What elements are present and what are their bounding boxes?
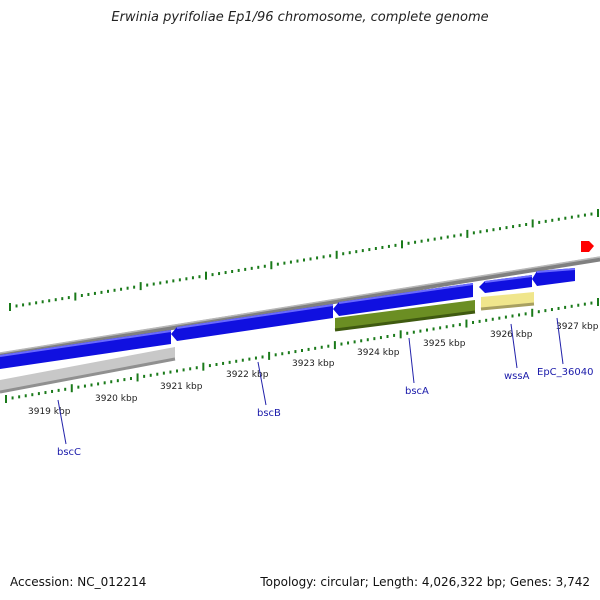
kbp-label-3923: 3923 kbp xyxy=(292,359,335,369)
map-title: Erwinia pyrifoliae Ep1/96 chromosome, co… xyxy=(111,10,489,25)
gene-bsca-arrow[interactable] xyxy=(335,300,475,330)
kbp-label-3927: 3927 kbp xyxy=(556,322,599,332)
gene-blue-upper-right-arrow[interactable] xyxy=(333,283,473,316)
gene-label-bscb[interactable]: bscB xyxy=(257,408,281,419)
accession-text: Accession: NC_012214 xyxy=(10,575,147,589)
bscb-leader xyxy=(257,361,267,406)
gene-upper-blue-arrow[interactable] xyxy=(479,275,532,293)
kbp-label-3921: 3921 kbp xyxy=(160,382,203,392)
gene-bscc-arrow[interactable] xyxy=(0,347,175,393)
kbp-label-3922: 3922 kbp xyxy=(226,370,269,380)
outer-tick-row xyxy=(9,209,599,311)
gene-label-epc36040[interactable]: EpC_36040 xyxy=(537,367,593,378)
gene-label-bsca[interactable]: bscA xyxy=(405,386,429,397)
genome-summary-text: Topology: circular; Length: 4,026,322 bp… xyxy=(260,575,590,589)
kbp-label-3924: 3924 kbp xyxy=(357,348,400,358)
chromosome-backbone xyxy=(0,256,600,358)
position-marker-icon xyxy=(581,241,594,252)
gene-blue-left-arrow[interactable] xyxy=(0,330,171,369)
gene-label-bscc[interactable]: bscC xyxy=(57,447,81,458)
bscc-leader xyxy=(57,399,67,445)
kbp-label-3925: 3925 kbp xyxy=(423,339,466,349)
bsca-leader xyxy=(408,337,415,384)
gene-bscb-arrow[interactable] xyxy=(171,304,333,341)
gene-label-wssa[interactable]: wssA xyxy=(504,371,530,382)
kbp-label-3919: 3919 kbp xyxy=(28,407,71,417)
inner-tick-row xyxy=(5,298,599,403)
kbp-label-3926: 3926 kbp xyxy=(490,330,533,340)
wssa-leader xyxy=(510,323,518,369)
kbp-label-3920: 3920 kbp xyxy=(95,394,138,404)
epc-leader xyxy=(556,317,564,365)
